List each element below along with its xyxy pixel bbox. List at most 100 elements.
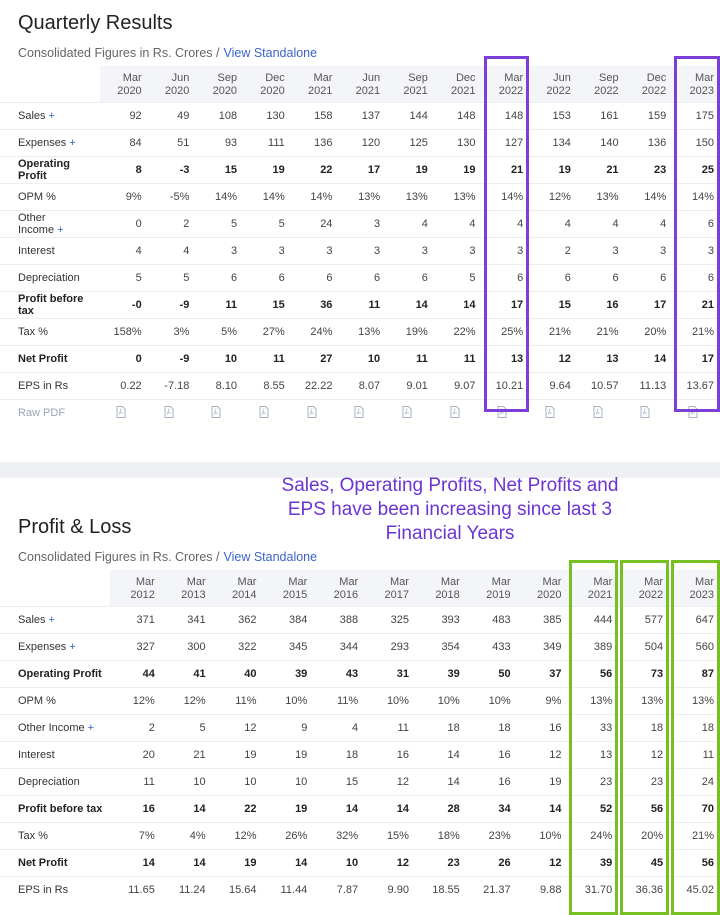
cell: 6 bbox=[624, 264, 673, 292]
cell: 5 bbox=[147, 264, 196, 292]
cell: 14 bbox=[414, 768, 466, 796]
expand[interactable]: + bbox=[48, 110, 55, 122]
column-header: Mar 2021 bbox=[567, 570, 619, 607]
pdf-icon[interactable] bbox=[402, 405, 412, 418]
pdf-icon[interactable] bbox=[354, 405, 364, 418]
cell: 10% bbox=[364, 687, 415, 715]
cell: 393 bbox=[414, 606, 466, 634]
pdf-icon[interactable] bbox=[259, 405, 269, 418]
month: Mar bbox=[491, 576, 511, 588]
row-label: Operating Profit bbox=[0, 156, 100, 184]
pdf-icon[interactable] bbox=[211, 405, 221, 418]
pdf-icon[interactable] bbox=[593, 405, 603, 418]
expand[interactable]: + bbox=[69, 641, 76, 653]
cell: 13 bbox=[576, 345, 625, 373]
pdf-cell bbox=[433, 399, 482, 426]
cell: 26 bbox=[465, 849, 517, 877]
cell: 127 bbox=[481, 129, 530, 157]
cell: 49 bbox=[147, 102, 196, 130]
cell: 19 bbox=[262, 741, 314, 769]
cell: 27 bbox=[290, 345, 339, 373]
month: Mar bbox=[440, 576, 460, 588]
cell: 13% bbox=[567, 687, 619, 715]
cell: 11.24 bbox=[160, 876, 212, 903]
cell: 20% bbox=[618, 822, 670, 850]
cell: 300 bbox=[160, 633, 212, 661]
link[interactable]: View Standalone bbox=[223, 46, 318, 60]
cell: 14% bbox=[195, 183, 244, 211]
data-row: Net Profit 14 14 19 14 10 12 23 26 12 39 45 56 bbox=[0, 849, 720, 877]
cell: 19 bbox=[211, 849, 263, 877]
link[interactable]: View Standalone bbox=[223, 550, 318, 564]
cell: 158 bbox=[290, 102, 339, 130]
cell: 444 bbox=[567, 606, 619, 634]
month: Mar bbox=[593, 576, 613, 588]
cell: 11 bbox=[669, 741, 720, 769]
cell: 371 bbox=[110, 606, 161, 634]
cell: 9.88 bbox=[516, 876, 568, 903]
cell: 15 bbox=[195, 156, 244, 184]
pdf-icon[interactable] bbox=[116, 405, 126, 418]
label-text: OPM % bbox=[18, 191, 56, 203]
pdf-icon[interactable] bbox=[545, 405, 555, 418]
year: 2023 bbox=[689, 589, 714, 601]
cell: 26% bbox=[262, 822, 314, 850]
cell: 33 bbox=[567, 714, 619, 742]
month: Dec bbox=[455, 72, 476, 84]
expand[interactable]: + bbox=[48, 614, 55, 626]
row-label: Sales + bbox=[0, 606, 110, 634]
month: Mar bbox=[695, 576, 714, 588]
header-row: Mar 2020 Jun 2020 Sep 2020 Dec 2020 Mar 2021 Jun 20… bbox=[0, 66, 720, 103]
pdf-icon[interactable] bbox=[307, 405, 317, 418]
cell: 6 bbox=[576, 264, 625, 292]
cell: 10 bbox=[262, 768, 314, 796]
cell: 3 bbox=[195, 237, 244, 265]
cell: 24 bbox=[669, 768, 720, 796]
month: Dec bbox=[265, 72, 285, 84]
cell: 9.64 bbox=[529, 372, 577, 400]
cell: 354 bbox=[414, 633, 466, 661]
separator bbox=[0, 462, 720, 478]
cell: 19 bbox=[529, 156, 577, 184]
cell: 14 bbox=[414, 741, 466, 769]
column-header: Dec 2021 bbox=[433, 66, 482, 103]
pdf-cell bbox=[338, 399, 387, 426]
expand[interactable]: + bbox=[69, 137, 76, 149]
cell: 16 bbox=[576, 291, 625, 319]
cell: 10% bbox=[465, 687, 517, 715]
cell: 31 bbox=[364, 660, 415, 688]
expand[interactable]: + bbox=[57, 224, 64, 236]
cell: -9 bbox=[147, 291, 196, 319]
year: 2020 bbox=[260, 85, 285, 97]
cell: 18 bbox=[669, 714, 720, 742]
cell: 21% bbox=[576, 318, 625, 346]
cell: 21% bbox=[529, 318, 577, 346]
highlight-box bbox=[674, 56, 720, 412]
section-title: Quarterly Results bbox=[18, 12, 173, 34]
cell: 18 bbox=[313, 741, 365, 769]
cell: 19 bbox=[262, 795, 314, 823]
cell: 349 bbox=[516, 633, 568, 661]
pdf-icon[interactable] bbox=[450, 405, 460, 418]
cell: 13% bbox=[386, 183, 434, 211]
pdf-cell bbox=[672, 399, 720, 426]
cell: 9.90 bbox=[364, 876, 415, 903]
highlight-box bbox=[620, 560, 670, 915]
cell: -5% bbox=[147, 183, 196, 211]
data-row: Interest 4 4 3 3 3 3 3 3 3 2 3 3 3 bbox=[0, 237, 720, 265]
pdf-cell bbox=[576, 399, 625, 426]
data-row: Depreciation 11 10 10 10 15 12 14 16 19 23 23 24 bbox=[0, 768, 720, 796]
pdf-icon[interactable] bbox=[164, 405, 174, 418]
month: Jun bbox=[553, 72, 571, 84]
cell: -3 bbox=[147, 156, 196, 184]
cell: 14% bbox=[481, 183, 530, 211]
cell: 44 bbox=[110, 660, 161, 688]
cell: 161 bbox=[576, 102, 625, 130]
column-header: Mar 2013 bbox=[160, 570, 212, 607]
data-row: EPS in Rs 11.65 11.24 15.64 11.44 7.87 9.90 18.… bbox=[0, 876, 720, 903]
expand[interactable]: + bbox=[87, 722, 95, 734]
cell: 40 bbox=[211, 660, 263, 688]
column-header: Mar 2023 bbox=[669, 570, 720, 607]
subtitle: Consolidated Figures in Rs. Crores / View… bbox=[18, 550, 317, 564]
pdf-icon[interactable] bbox=[640, 405, 650, 418]
